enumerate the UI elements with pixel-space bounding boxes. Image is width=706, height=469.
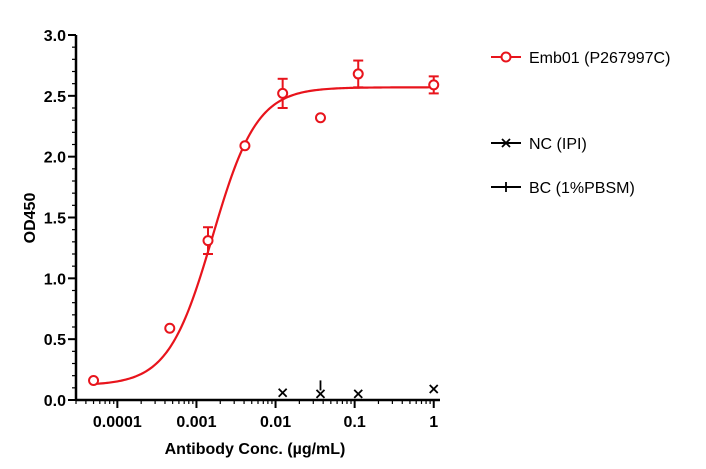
legend-item: NC (IPI) — [491, 136, 587, 153]
legend-label: NC (IPI) — [529, 136, 587, 153]
legend-label: Emb01 (P267997C) — [529, 50, 670, 67]
data-point-emb01 — [277, 87, 289, 99]
legend-marker — [501, 138, 511, 148]
y-tick-label: 0.0 — [44, 393, 66, 410]
legend-label: BC (1%PBSM) — [529, 180, 635, 197]
data-point-emb01 — [314, 112, 326, 124]
y-tick-label: 0.5 — [44, 332, 66, 349]
legend-marker — [500, 51, 512, 63]
legend-item: BC (1%PBSM) — [491, 180, 635, 197]
x-marker-stroke — [353, 389, 363, 399]
y-tick-label: 2.5 — [44, 89, 66, 106]
data-point-nc — [353, 389, 363, 399]
y-tick-label: 3.0 — [44, 28, 66, 45]
x-tick-label: 1 — [429, 414, 438, 431]
data-point-emb01 — [352, 68, 364, 80]
x-marker-stroke — [429, 384, 439, 394]
fit-curve-emb01 — [93, 86, 434, 386]
x-axis-title: Antibody Conc. (µg/mL) — [165, 441, 346, 458]
y-tick-label: 1.5 — [44, 211, 66, 228]
legend-item: Emb01 (P267997C) — [491, 50, 670, 67]
x-marker-stroke — [278, 388, 288, 398]
y-ticks: 0.0 0.5 1.0 1.5 2.0 2.5 3.0 — [44, 28, 76, 410]
y-axis-title: OD450 — [22, 193, 39, 244]
x-tick-label: 0.001 — [176, 414, 216, 431]
data-point-emb01 — [428, 79, 440, 91]
legend: Emb01 (P267997C) NC (IPI) BC (1%PBSM) — [491, 50, 670, 197]
y-tick-label: 1.0 — [44, 271, 66, 288]
x-tick-label: 0.1 — [344, 414, 366, 431]
plot-area — [88, 59, 440, 399]
x-ticks: 0.0001 0.001 0.01 0.1 1 — [75, 400, 438, 431]
data-point-emb01 — [202, 235, 214, 247]
x-tick-label: 0.01 — [260, 414, 291, 431]
x-marker-stroke — [315, 389, 326, 399]
x-tick-label: 0.0001 — [93, 414, 142, 431]
data-point-emb01 — [88, 375, 100, 387]
axes: 0.0 0.5 1.0 1.5 2.0 2.5 3.0 0.0001 0.001 0.01 0.1… — [44, 28, 440, 431]
data-point-nc — [429, 384, 439, 394]
data-point-emb01 — [164, 322, 176, 334]
data-point-emb01 — [239, 140, 251, 152]
data-point-nc — [315, 389, 326, 399]
data-point-nc — [278, 388, 288, 398]
y-tick-label: 2.0 — [44, 150, 66, 167]
